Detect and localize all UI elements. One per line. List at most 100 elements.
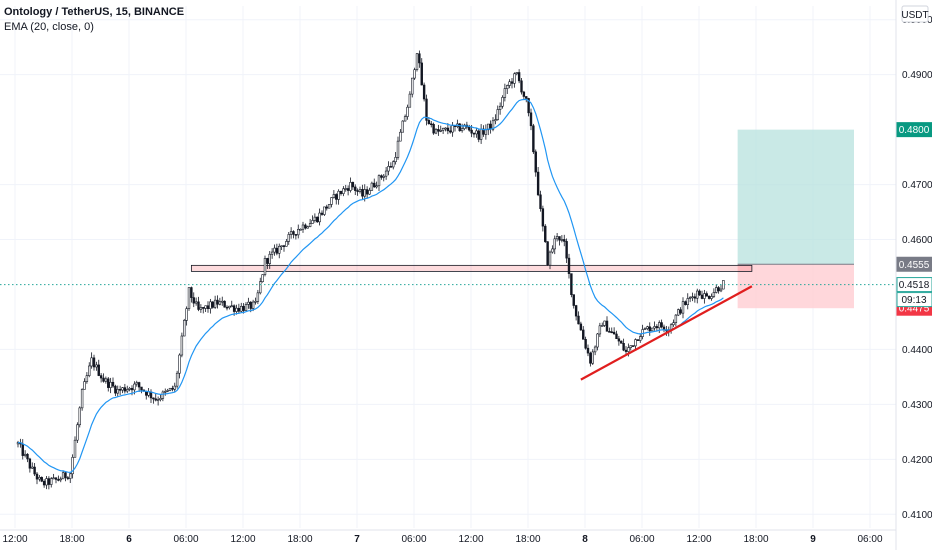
candle-body <box>458 123 461 132</box>
candle-body <box>259 281 262 294</box>
candle-body <box>598 325 602 335</box>
candle-body <box>503 88 507 98</box>
candle-body <box>591 351 594 364</box>
candle-body <box>166 390 169 392</box>
candle-body <box>351 182 355 188</box>
support-trendline[interactable] <box>580 285 753 381</box>
candle-body <box>712 292 716 297</box>
symbol-title: Ontology / TetherUS, 15, BINANCE <box>4 6 185 18</box>
candle-body <box>487 123 490 131</box>
candle-body <box>126 389 129 392</box>
candle-body <box>696 290 699 299</box>
candle-body <box>529 112 533 127</box>
candle-body <box>137 382 141 388</box>
chart-grid <box>0 6 896 528</box>
time-tick-label: 18:00 <box>287 534 312 545</box>
time-tick-label: 18:00 <box>515 534 540 545</box>
candle-body <box>61 472 65 480</box>
candle-body <box>658 322 661 329</box>
price-tag-label: 0.4518 <box>899 280 930 291</box>
candle-body <box>289 231 293 235</box>
candle-body <box>565 241 568 259</box>
candle-body <box>251 301 255 309</box>
candle-body <box>532 125 535 153</box>
candle-body <box>672 322 675 326</box>
candle-body <box>292 231 295 235</box>
candle-body <box>674 314 678 323</box>
candle-body <box>159 397 162 401</box>
candle-body <box>42 480 46 486</box>
candle-body <box>648 326 651 332</box>
candle-body <box>482 128 485 135</box>
candle-body <box>304 224 307 229</box>
candle-body <box>408 93 412 108</box>
candle-body <box>444 127 447 130</box>
candle-body <box>97 364 100 376</box>
candle-body <box>320 212 324 215</box>
price-tick-label: 0.4100 <box>902 510 932 521</box>
candle-body <box>563 239 566 242</box>
candle-body <box>26 453 29 460</box>
candle-body <box>406 106 409 117</box>
time-axis[interactable]: 12:00 18:00 6 06:00 12:00 18:00 7 06:00 12:00 18:… <box>2 534 882 545</box>
resistance-box[interactable] <box>190 264 753 272</box>
indicator-legend[interactable]: EMA (20, close, 0) <box>4 21 94 33</box>
candle-body <box>627 347 630 352</box>
candle-body <box>38 477 41 480</box>
candle-body <box>698 290 701 296</box>
candle-body <box>472 132 476 135</box>
candle-body <box>710 296 713 299</box>
candle-body <box>287 234 290 242</box>
candle-body <box>536 171 540 196</box>
resistance-zone[interactable] <box>190 264 753 272</box>
candle-body <box>175 372 179 387</box>
stop-zone <box>737 264 854 309</box>
candle-body <box>354 186 357 191</box>
candle-body <box>686 298 689 305</box>
time-tick-label: 06:00 <box>629 534 654 545</box>
price-tick-label: 0.4700 <box>902 180 932 191</box>
candle-body <box>396 140 400 158</box>
price-tick-label: 0.4600 <box>902 235 932 246</box>
candle-body <box>275 247 279 254</box>
candle-body <box>548 251 552 266</box>
candle-body <box>299 228 302 231</box>
candle-body <box>677 309 680 316</box>
candle-body <box>204 305 207 309</box>
candle-body <box>620 340 623 344</box>
candle-body <box>596 333 599 348</box>
currency-label-box[interactable]: USDT <box>901 5 929 23</box>
candle-body <box>539 194 542 209</box>
candle-body <box>116 389 119 394</box>
candle-body <box>705 293 708 297</box>
candle-body <box>498 105 502 110</box>
candle-body <box>230 305 233 308</box>
candle-body <box>71 456 74 475</box>
candle-body <box>572 294 575 306</box>
candle-body <box>422 84 426 100</box>
candle-body <box>130 387 134 391</box>
candle-body <box>235 307 238 312</box>
candle-body <box>161 391 165 399</box>
candle-body <box>99 375 103 379</box>
candle-body <box>707 295 711 299</box>
candle-body <box>451 125 454 133</box>
candle-body <box>631 345 635 347</box>
candle-body <box>118 389 122 391</box>
candle-body <box>653 326 656 329</box>
price-tag-label: 0.4800 <box>899 125 930 136</box>
candle-body <box>544 225 547 242</box>
candle-body <box>449 130 452 133</box>
candle-body <box>216 299 219 305</box>
candle-body <box>282 245 286 247</box>
candle-body <box>40 477 43 482</box>
candle-body <box>567 257 571 274</box>
candle-body <box>517 72 521 82</box>
candle-body <box>280 245 283 247</box>
time-tick-label: 12:00 <box>230 534 255 545</box>
time-tick-label: 18:00 <box>59 534 84 545</box>
candle-body <box>325 206 328 209</box>
candle-body <box>434 129 438 134</box>
candle-body <box>228 305 231 309</box>
